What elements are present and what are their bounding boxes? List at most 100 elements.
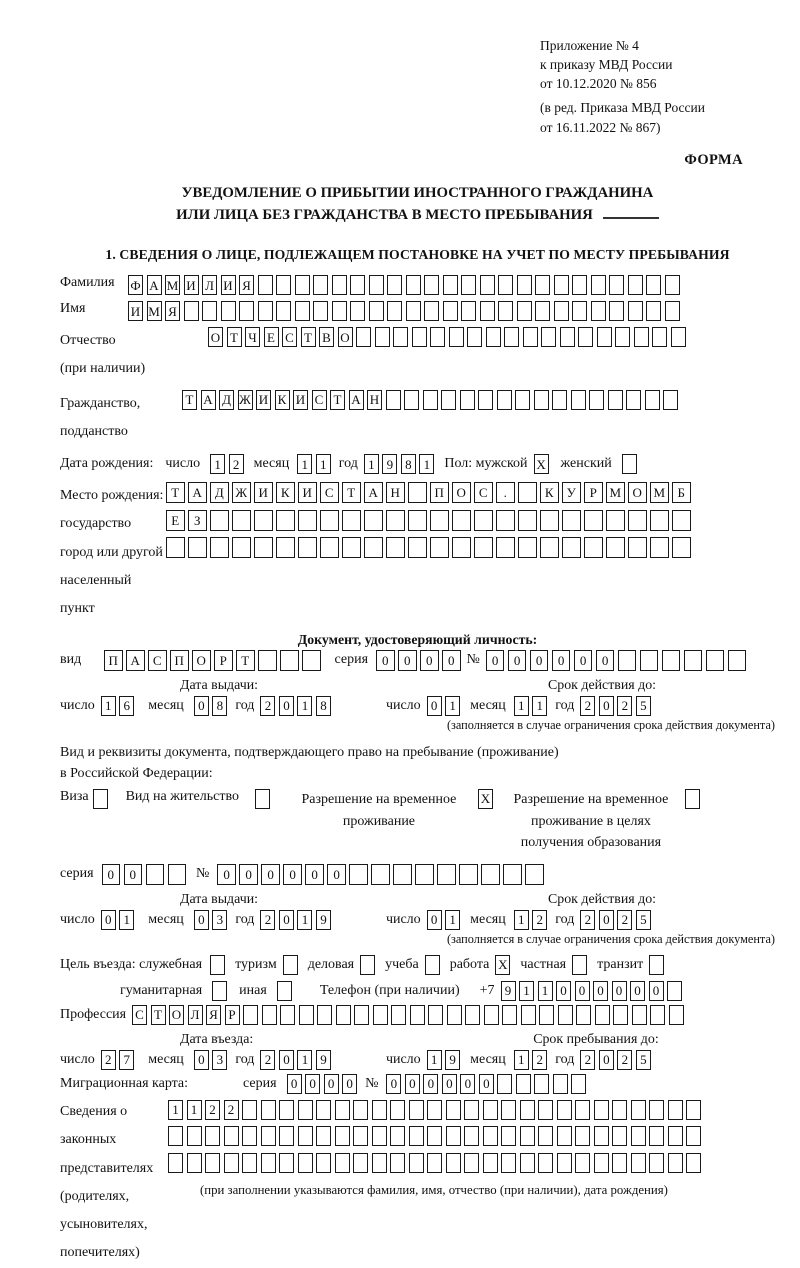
form-cell[interactable]: 0 — [478, 1073, 494, 1094]
form-cell[interactable] — [467, 327, 482, 348]
form-cell[interactable] — [646, 275, 661, 296]
form-cell[interactable] — [589, 389, 604, 410]
form-cell[interactable] — [515, 389, 530, 410]
form-cell[interactable]: 0 — [342, 1073, 358, 1094]
form-cell[interactable] — [606, 537, 625, 559]
form-cell[interactable] — [609, 301, 624, 322]
form-cell[interactable] — [522, 327, 538, 348]
form-cell[interactable] — [575, 1126, 590, 1147]
form-cell[interactable] — [686, 1099, 701, 1120]
form-cell[interactable]: А — [146, 275, 162, 296]
form-cell[interactable] — [516, 301, 532, 322]
form-cell[interactable] — [408, 537, 427, 559]
form-cell[interactable]: 0 — [426, 909, 442, 930]
form-cell[interactable]: 6 — [119, 695, 135, 716]
form-cell[interactable] — [606, 509, 625, 531]
form-cell[interactable] — [202, 301, 217, 322]
form-cell[interactable] — [442, 301, 458, 322]
form-cell[interactable] — [260, 1126, 276, 1147]
form-cell[interactable]: 0 — [323, 1073, 339, 1094]
form-cell[interactable] — [353, 1099, 368, 1120]
form-cell[interactable]: Н — [367, 389, 382, 410]
form-cell[interactable] — [593, 1126, 609, 1147]
form-cell[interactable] — [243, 1004, 258, 1025]
form-cell[interactable] — [239, 301, 254, 322]
form-cell[interactable]: Ж — [237, 389, 253, 410]
form-cell[interactable]: 0 — [442, 649, 461, 671]
form-cell[interactable]: 0 — [305, 863, 324, 885]
form-cell[interactable]: И — [254, 482, 273, 504]
form-cell[interactable] — [232, 509, 251, 531]
form-cell[interactable]: 9 — [500, 980, 516, 1001]
form-cell[interactable]: 0 — [278, 909, 294, 930]
form-cell[interactable] — [168, 1126, 183, 1147]
form-cell[interactable] — [404, 389, 419, 410]
form-cell[interactable] — [331, 301, 347, 322]
form-cell[interactable]: 8 — [400, 454, 416, 475]
form-cell[interactable] — [572, 301, 587, 322]
form-cell[interactable]: С — [320, 482, 339, 504]
form-cell[interactable]: 1 — [119, 909, 135, 930]
form-cell[interactable] — [478, 389, 493, 410]
form-cell[interactable]: Я — [206, 1004, 221, 1025]
form-cell[interactable]: 2 — [580, 695, 596, 716]
form-cell[interactable] — [166, 537, 185, 559]
form-cell[interactable]: Т — [330, 389, 345, 410]
form-cell[interactable]: Т — [166, 482, 185, 504]
form-cell[interactable]: 1 — [513, 1049, 529, 1070]
form-cell[interactable]: 0 — [460, 1073, 476, 1094]
form-cell[interactable]: 0 — [648, 980, 664, 1001]
form-cell[interactable]: 0 — [611, 980, 627, 1001]
form-cell[interactable] — [535, 301, 550, 322]
form-cell[interactable] — [349, 863, 368, 885]
form-cell[interactable] — [538, 1126, 553, 1147]
form-cell[interactable] — [482, 1099, 498, 1120]
form-cell[interactable] — [374, 327, 390, 348]
form-cell[interactable] — [627, 301, 643, 322]
form-cell[interactable] — [590, 301, 606, 322]
form-cell[interactable] — [627, 275, 643, 296]
form-cell[interactable] — [667, 980, 683, 1001]
form-cell[interactable] — [220, 301, 236, 322]
form-cell[interactable] — [498, 301, 513, 322]
form-cell[interactable] — [430, 537, 449, 559]
form-cell[interactable]: 0 — [101, 863, 121, 885]
form-cell[interactable] — [446, 1004, 462, 1025]
form-cell[interactable] — [257, 275, 273, 296]
checkbox-cell[interactable] — [621, 454, 637, 475]
form-cell[interactable] — [391, 1004, 406, 1025]
form-cell[interactable] — [515, 1073, 531, 1094]
form-cell[interactable]: Н — [386, 482, 405, 504]
form-cell[interactable] — [571, 1073, 587, 1094]
form-cell[interactable]: 1 — [519, 980, 535, 1001]
form-cell[interactable] — [630, 1126, 646, 1147]
form-cell[interactable] — [474, 537, 493, 559]
form-cell[interactable] — [607, 389, 623, 410]
form-cell[interactable] — [570, 389, 586, 410]
form-cell[interactable] — [428, 1004, 443, 1025]
form-cell[interactable] — [297, 1126, 313, 1147]
form-cell[interactable]: 0 — [404, 1073, 420, 1094]
form-cell[interactable] — [320, 509, 339, 531]
form-cell[interactable] — [257, 301, 273, 322]
form-cell[interactable] — [437, 863, 456, 885]
checkbox-cell[interactable] — [282, 954, 298, 975]
form-cell[interactable] — [465, 1004, 480, 1025]
form-cell[interactable]: Р — [584, 482, 603, 504]
form-cell[interactable]: 2 — [260, 695, 276, 716]
form-cell[interactable]: А — [348, 389, 364, 410]
form-cell[interactable] — [644, 389, 660, 410]
form-cell[interactable] — [387, 301, 402, 322]
form-cell[interactable]: 1 — [426, 1049, 442, 1070]
form-cell[interactable] — [667, 1126, 683, 1147]
form-cell[interactable] — [294, 301, 310, 322]
form-cell[interactable]: 8 — [212, 695, 228, 716]
form-cell[interactable]: 9 — [315, 909, 331, 930]
form-cell[interactable]: Л — [187, 1004, 203, 1025]
form-cell[interactable] — [650, 509, 669, 531]
form-cell[interactable]: М — [165, 275, 180, 296]
form-cell[interactable]: Ф — [128, 275, 143, 296]
form-cell[interactable] — [385, 389, 401, 410]
form-cell[interactable]: 1 — [186, 1099, 202, 1120]
form-cell[interactable] — [408, 1126, 424, 1147]
